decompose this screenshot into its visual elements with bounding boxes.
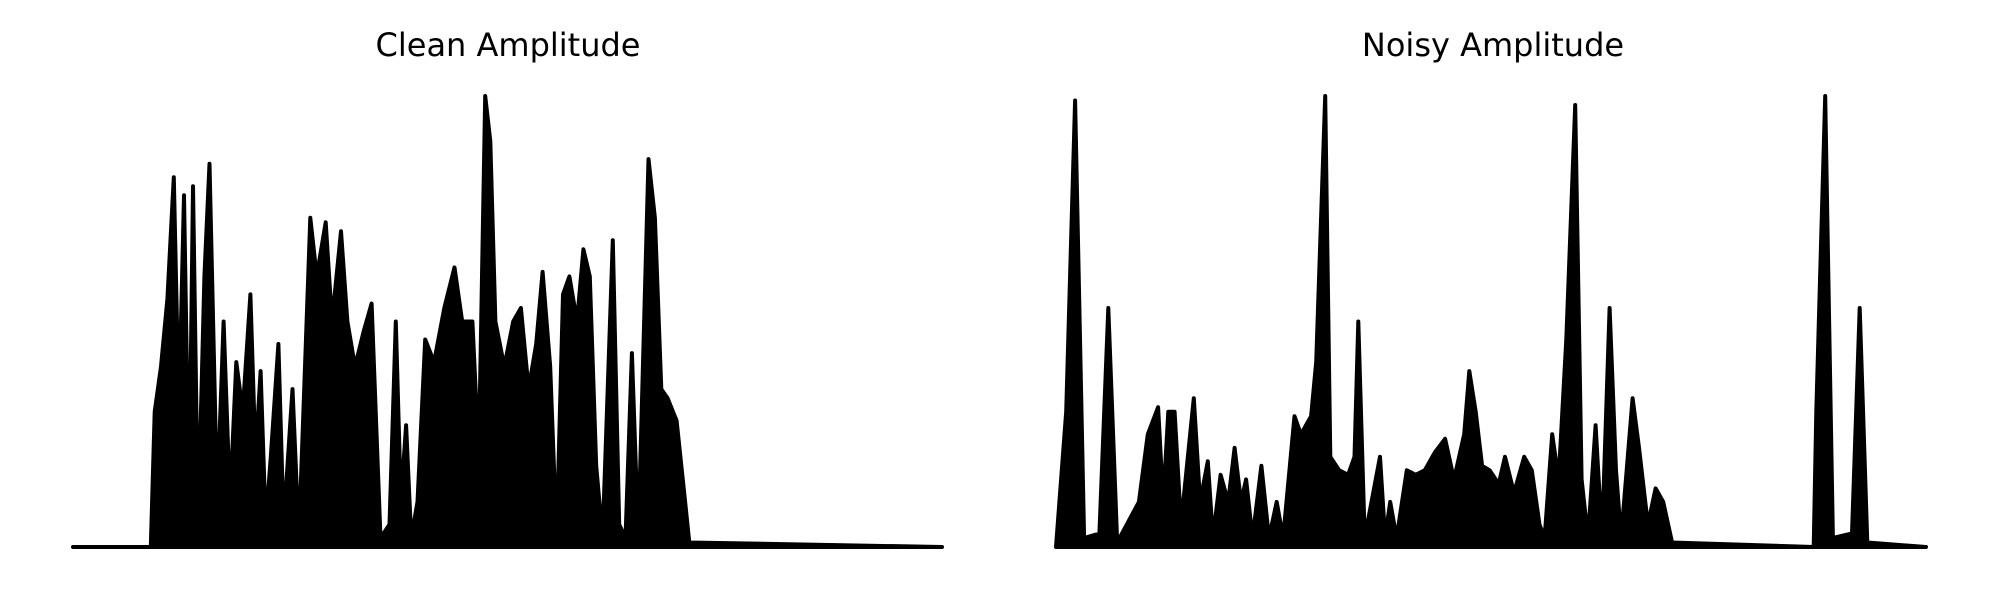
chart-title: Clean Amplitude bbox=[376, 26, 641, 64]
amplitude-area bbox=[71, 94, 944, 549]
amplitude-area bbox=[1054, 94, 1928, 549]
chart-title: Noisy Amplitude bbox=[1362, 26, 1624, 64]
